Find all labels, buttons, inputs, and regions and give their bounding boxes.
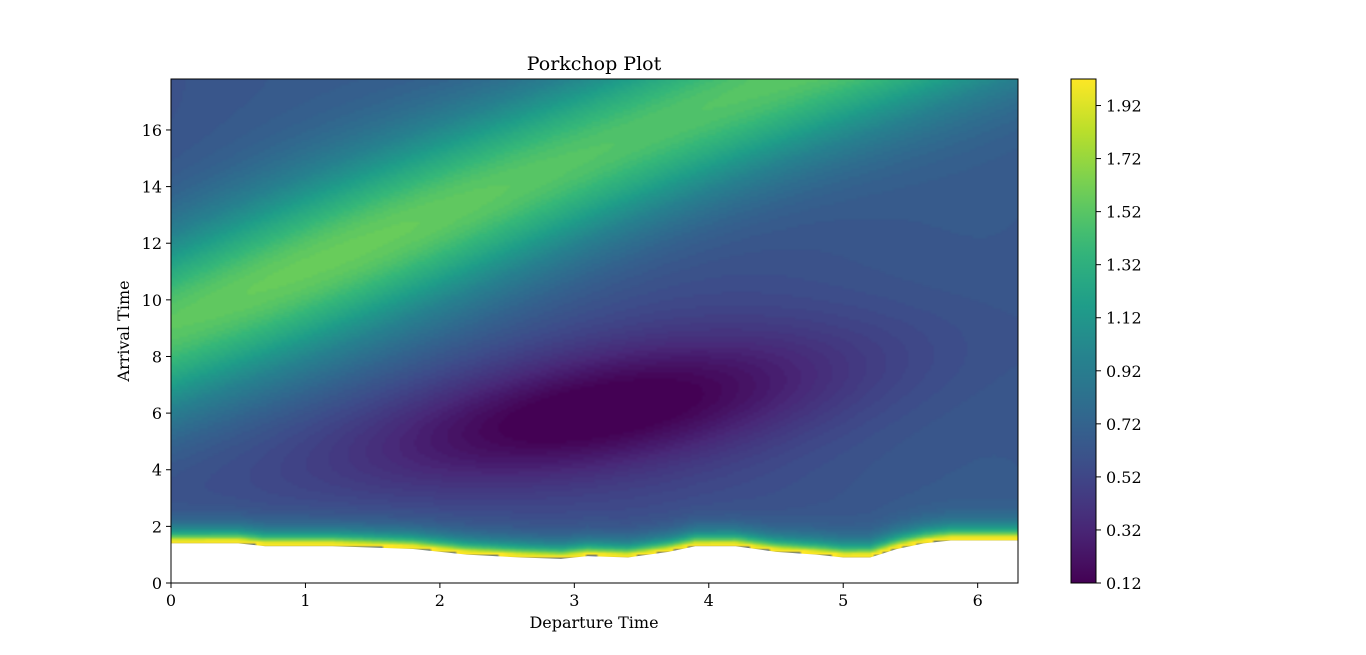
colorbar-tick-label: 0.92 (1106, 362, 1142, 381)
colorbar: 0.12 0.32 0.52 0.72 0.92 1.12 1.32 1.52 1.72 1.92 (1070, 78, 1142, 593)
y-tick-label: 4 (152, 461, 162, 480)
x-tick-label: 5 (838, 591, 848, 610)
colorbar-tick-label: 1.12 (1106, 309, 1142, 328)
x-tick-label: 3 (569, 591, 579, 610)
y-axis-label: Arrival Time (114, 280, 133, 382)
x-tick-label: 6 (973, 591, 983, 610)
colorbar-tick-label: 1.32 (1106, 256, 1142, 275)
colorbar-tick-label: 0.72 (1106, 415, 1142, 434)
colorbar-tick-label: 1.52 (1106, 203, 1142, 222)
colorbar-tick-label: 0.12 (1106, 574, 1142, 593)
plot-frame (170, 78, 1019, 584)
colorbar-gradient (1071, 79, 1096, 583)
x-axis: 0 1 2 3 4 5 6 (166, 583, 983, 610)
plot-area (171, 79, 1018, 583)
colorbar-ticks: 0.12 0.32 0.52 0.72 0.92 1.12 1.32 1.52 1.72 1.92 (1096, 97, 1142, 593)
y-tick-label: 10 (142, 291, 162, 310)
colorbar-tick-label: 1.72 (1106, 150, 1142, 169)
y-tick-label: 16 (142, 121, 162, 140)
colorbar-frame (1070, 78, 1097, 584)
x-tick-label: 2 (435, 591, 445, 610)
colorbar-tick-label: 0.52 (1106, 468, 1142, 487)
y-tick-label: 12 (142, 234, 162, 253)
x-tick-label: 4 (704, 591, 714, 610)
chart-title: Porkchop Plot (527, 53, 662, 75)
x-axis-label: Departure Time (529, 613, 658, 632)
y-tick-label: 14 (142, 178, 162, 197)
y-axis: 0 2 4 6 8 10 12 14 16 (142, 121, 171, 593)
undefined-region (171, 540, 1018, 583)
x-tick-label: 0 (166, 591, 176, 610)
heatmap-field (171, 79, 1018, 583)
y-tick-label: 2 (152, 517, 162, 536)
y-tick-label: 8 (152, 347, 162, 366)
y-tick-label: 6 (152, 404, 162, 423)
colorbar-tick-label: 0.32 (1106, 521, 1142, 540)
y-tick-label: 0 (152, 574, 162, 593)
colorbar-tick-label: 1.92 (1106, 97, 1142, 116)
x-tick-label: 1 (300, 591, 310, 610)
